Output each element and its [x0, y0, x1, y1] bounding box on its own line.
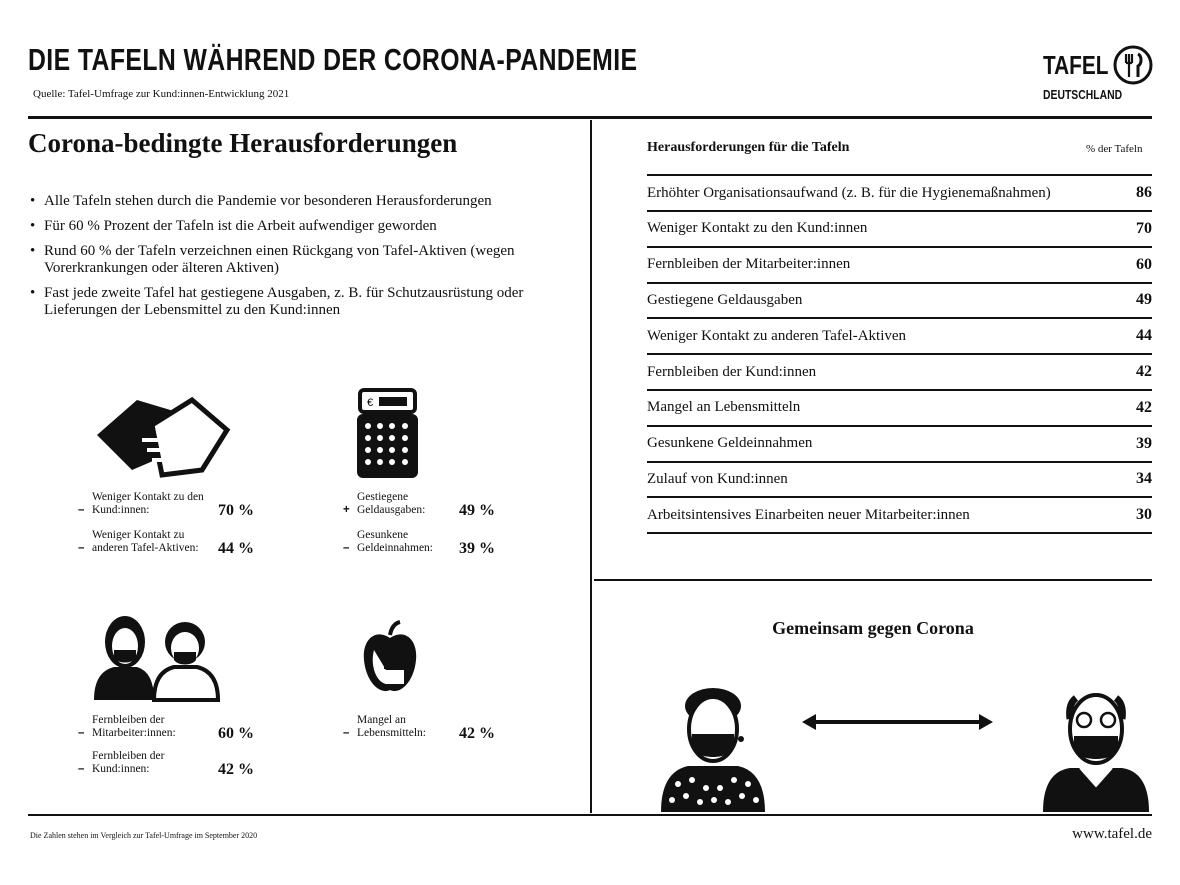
row-value: 44: [1136, 327, 1152, 345]
fork-knife-icon: [1113, 45, 1153, 85]
source-note: Quelle: Tafel-Umfrage zur Kund:innen-Ent…: [33, 88, 290, 100]
stat-value: 44 %: [218, 540, 254, 557]
footnote: Die Zahlen stehen im Vergleich zur Tafel…: [30, 831, 258, 840]
logo-name: TAFEL: [1043, 50, 1109, 80]
stat-item: – Mangel an Lebensmitteln: 42 %: [343, 714, 495, 742]
stat-group-contact: – Weniger Kontakt zu den Kund:innen: 70 % …: [78, 491, 254, 557]
stat-item: + Gestiegene Geldausgaben: 49 %: [343, 491, 495, 519]
row-label: Weniger Kontakt zu den Kund:innen: [647, 220, 868, 237]
row-label: Fernbleiben der Kund:innen: [647, 363, 817, 380]
handshake-icon: [97, 396, 231, 478]
stat-item: – Fernbleiben der Kund:innen: 42 %: [78, 750, 254, 778]
row-label: Gesunkene Geldeinnahmen: [647, 435, 813, 452]
together-title: Gemeinsam gegen Corona: [772, 618, 974, 638]
row-label: Arbeitsintensives Einarbeiten neuer Mita…: [647, 506, 970, 523]
row-value: 70: [1136, 219, 1152, 237]
stat-value: 60 %: [218, 725, 254, 742]
table-row: Fernbleiben der Mitarbeiter:innen 60: [647, 248, 1152, 284]
stat-group-money: + Gestiegene Geldausgaben: 49 % – Gesunkene…: [343, 491, 495, 557]
stat-value: 42 %: [459, 725, 495, 742]
stat-item: – Gesunkene Geldeinnahmen: 39 %: [343, 529, 495, 557]
table-row: Zulauf von Kund:innen 34: [647, 462, 1152, 499]
row-value: 30: [1136, 506, 1152, 524]
masked-man-icon: [1043, 693, 1149, 812]
stat-item: – Fernbleiben der Mitarbeiter:innen: 60 %: [78, 714, 254, 742]
bullet-item: Alle Tafeln stehen durch die Pandemie vo…: [30, 193, 570, 210]
bullet-item: Rund 60 % der Tafeln verzeichnen einen R…: [30, 243, 570, 277]
cash-register-icon: €: [357, 388, 418, 478]
bottom-rule: [28, 814, 1152, 816]
row-label: Gestiegene Geldausgaben: [647, 291, 803, 308]
stat-value: 39 %: [459, 540, 495, 557]
stat-group-food: – Mangel an Lebensmitteln: 42 %: [343, 714, 495, 742]
stat-value: 70 %: [218, 502, 254, 519]
masked-people-icon: [94, 616, 221, 702]
bullet-item: Für 60 % Prozent der Tafeln ist die Arbe…: [30, 218, 570, 235]
table-row: Mangel an Lebensmitteln 42: [647, 391, 1152, 427]
svg-text:€: €: [367, 397, 373, 409]
bullet-list: Alle Tafeln stehen durch die Pandemie vo…: [30, 193, 570, 327]
table-top-rule: [647, 174, 1152, 176]
table-row: Erhöhter Organisationsaufwand (z. B. für…: [647, 176, 1152, 212]
stat-group-absence: – Fernbleiben der Mitarbeiter:innen: 60 % …: [78, 714, 254, 778]
row-value: 86: [1136, 184, 1152, 201]
stat-value: 42 %: [218, 761, 254, 778]
top-rule: [28, 116, 1152, 119]
section-divider: [594, 579, 1152, 581]
row-value: 34: [1136, 470, 1152, 488]
table-row: Weniger Kontakt zu den Kund:innen 70: [647, 212, 1152, 248]
stat-value: 49 %: [459, 502, 495, 519]
masked-woman-icon: [661, 688, 765, 812]
row-value: 49: [1136, 291, 1152, 309]
row-label: Zulauf von Kund:innen: [647, 470, 788, 487]
logo-sub: DEUTSCHLAND: [1043, 87, 1123, 102]
row-value: 42: [1136, 363, 1152, 380]
section-heading: Corona-bedingte Herausforderungen: [28, 128, 458, 158]
bullet-item: Fast jede zweite Tafel hat gestiegene Au…: [30, 285, 570, 319]
website-link[interactable]: www.tafel.de: [1072, 826, 1152, 842]
table-row: Gesunkene Geldeinnahmen 39: [647, 427, 1152, 463]
row-value: 60: [1136, 255, 1152, 273]
table-row: Gestiegene Geldausgaben 49: [647, 283, 1152, 320]
row-label: Fernbleiben der Mitarbeiter:innen: [647, 256, 851, 273]
table-row: Weniger Kontakt zu anderen Tafel-Aktiven…: [647, 319, 1152, 356]
column-divider: [590, 120, 592, 813]
stat-item: – Weniger Kontakt zu den Kund:innen: 70 %: [78, 491, 254, 519]
double-arrow-icon: [802, 714, 993, 730]
row-value: 39: [1136, 434, 1152, 452]
row-label: Erhöhter Organisationsaufwand (z. B. für…: [647, 184, 1051, 201]
apple-icon: [363, 620, 417, 692]
row-label: Mangel an Lebensmitteln: [647, 399, 801, 416]
table-row: Arbeitsintensives Einarbeiten neuer Mita…: [647, 498, 1152, 535]
table-unit: % der Tafeln: [1086, 143, 1143, 155]
table-title: Herausforderungen für die Tafeln: [647, 140, 850, 155]
stat-item: – Weniger Kontakt zu anderen Tafel-Aktive…: [78, 529, 254, 557]
row-value: 42: [1136, 398, 1152, 416]
table-row: Fernbleiben der Kund:innen 42: [647, 355, 1152, 391]
row-label: Weniger Kontakt zu anderen Tafel-Aktiven: [647, 327, 907, 344]
page-title: DIE TAFELN WÄHREND DER CORONA-PANDEMIE: [28, 42, 638, 77]
